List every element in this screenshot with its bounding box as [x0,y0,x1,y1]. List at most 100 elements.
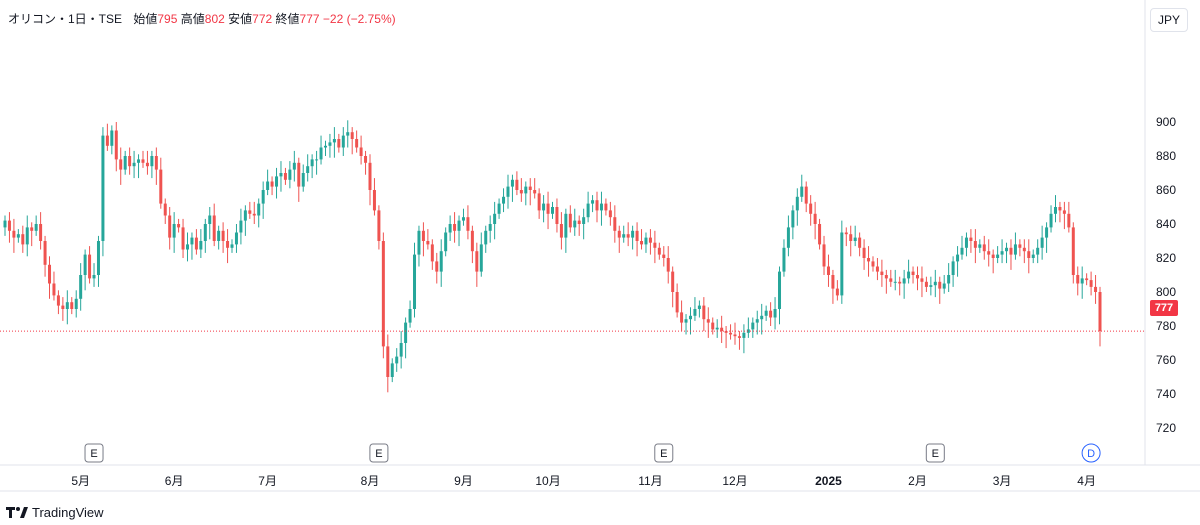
candle-body [737,336,741,338]
candle-body [929,285,933,287]
candle-body [920,278,924,282]
candle-body [1071,227,1075,275]
symbol-name[interactable]: オリコン・1日・TSE [8,12,123,26]
candle-body [203,224,207,241]
candle-body [729,332,733,335]
candle-body [350,132,354,139]
candle-body [684,319,688,323]
candle-body [479,244,483,272]
candle-body [7,220,11,231]
candle-body [715,327,719,330]
candle-body [377,210,381,241]
candle-body [724,331,728,333]
candle-body [1031,254,1035,258]
candle-body [951,261,955,275]
candle-body [1000,251,1004,255]
tradingview-logo[interactable]: TradingView [6,505,104,520]
x-tick-label: 4月 [1077,474,1096,488]
candle-body [773,309,777,318]
candle-body [662,254,666,258]
x-tick-label: 3月 [993,474,1012,488]
candle-body [292,162,296,170]
earnings-marker [369,443,389,463]
candle-body [515,179,519,190]
candle-body [234,232,238,245]
candle-body [675,292,679,313]
candle-body [555,207,559,224]
candle-body [764,310,768,316]
candle-body [577,220,581,224]
candle-body [70,302,74,309]
candle-body [221,230,225,241]
dividend-marker-label: D [1087,448,1095,460]
candle-body [257,203,261,216]
x-tick-label: 8月 [361,474,380,488]
candle-body [666,258,670,272]
candle-body [862,247,866,258]
candle-body [519,190,523,194]
currency-button[interactable]: JPY [1150,8,1188,32]
high-value: 802 [204,12,225,26]
candle-body [137,159,141,163]
candle-body [105,135,109,146]
candle-body [911,271,915,275]
candle-body [417,230,421,255]
candle-body [991,254,995,258]
candle-body [573,220,577,228]
candle-body [528,186,532,190]
candle-body [697,305,701,309]
y-tick-label: 720 [1156,421,1176,435]
candle-body [751,322,755,330]
candle-body [248,210,252,214]
candle-body [1027,251,1031,258]
candle-body [266,181,270,190]
earnings-marker-label: E [90,448,97,460]
candle-body [497,203,501,214]
candle-body [470,230,474,252]
candle-body [163,203,167,216]
candle-body [733,334,737,337]
candle-body [1085,278,1089,281]
x-tick-label: 12月 [722,474,747,488]
candle-body [844,232,848,235]
candle-body [404,322,408,343]
candle-body [150,156,154,167]
candle-body [34,224,38,231]
candle-body [439,251,443,272]
candle-body [1098,292,1102,332]
candle-body [145,162,149,167]
candle-body [101,135,105,241]
candle-body [533,190,537,194]
candle-body [194,237,198,250]
candle-body [190,237,194,245]
candle-body [413,254,417,309]
candle-body [1058,207,1062,211]
change-value: −22 (−2.75%) [322,12,396,26]
candle-body [880,271,884,275]
candle-body [1094,286,1098,292]
brand-name: TradingView [32,505,104,520]
candle-body [21,234,25,245]
candle-body [243,210,247,221]
candle-body [177,224,181,228]
candle-body [159,169,163,204]
candle-body [261,190,265,204]
candle-body [88,254,92,279]
candle-body [328,142,332,146]
candle-body [239,220,243,233]
candle-body [1040,237,1044,248]
candle-body [996,254,1000,258]
candle-body [1009,247,1013,255]
candle-body [702,305,706,320]
candle-body [693,309,697,316]
y-tick-label: 780 [1156,319,1176,333]
candle-body [212,215,216,241]
candle-body [537,193,541,211]
candle-body [657,247,661,255]
candle-body [840,232,844,296]
candle-body [79,275,83,299]
candle-body [132,162,136,167]
candle-body [128,156,132,167]
candle-body [956,254,960,262]
candle-body [283,173,287,180]
